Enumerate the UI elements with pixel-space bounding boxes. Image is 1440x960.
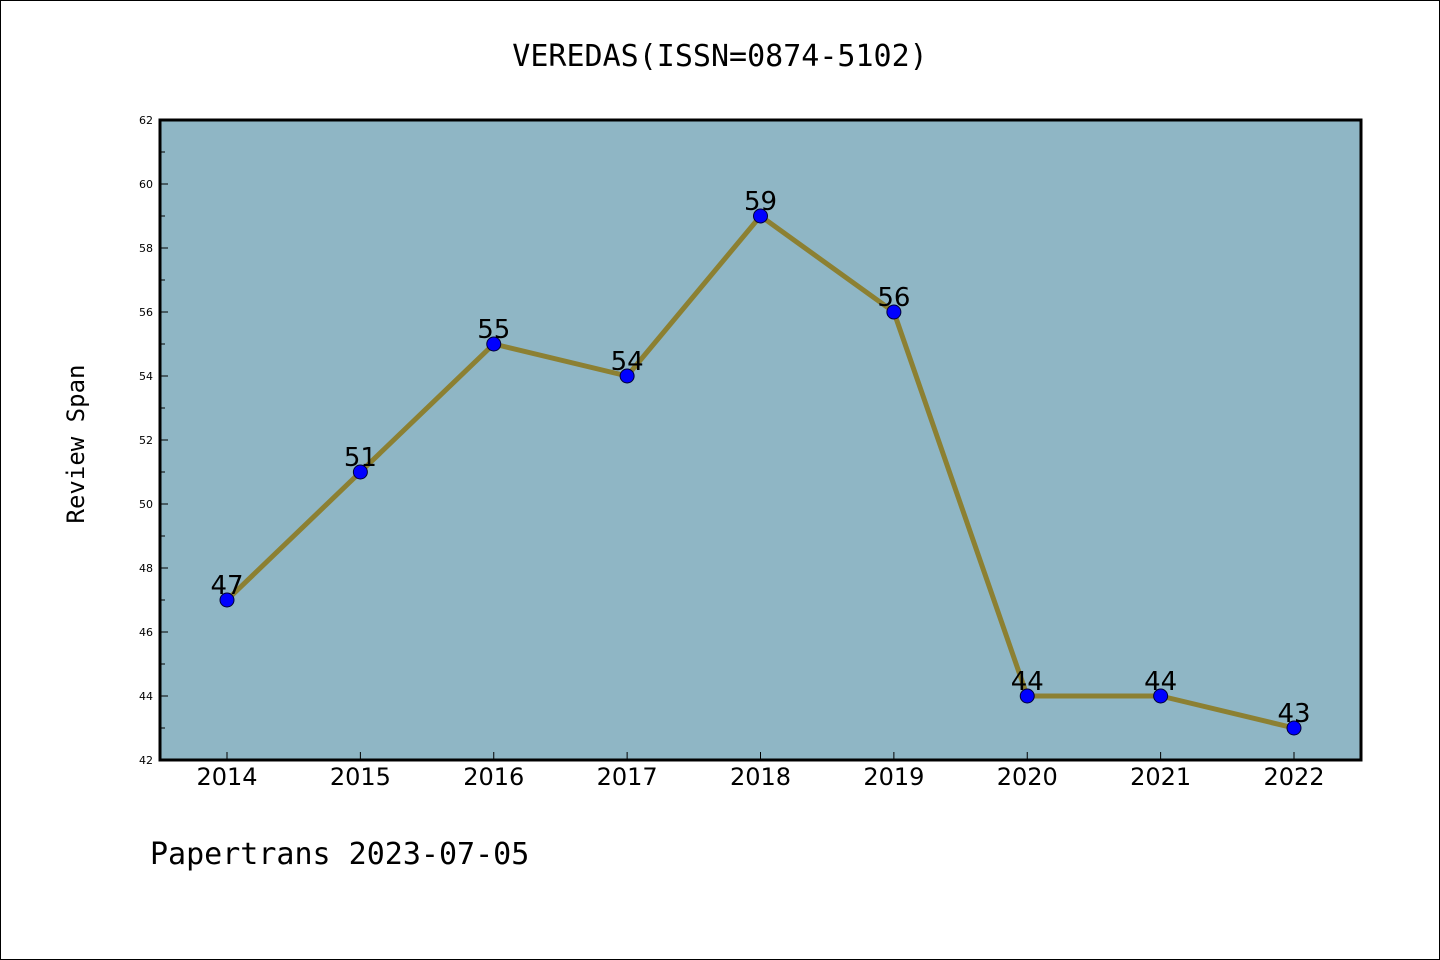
x-tick-label: 2019 [863,763,924,791]
data-label: 47 [210,571,243,601]
chart-title: VEREDAS(ISSN=0874-5102) [512,39,927,74]
y-tick-label: 48 [139,562,153,575]
data-label: 44 [1011,667,1044,697]
x-tick-label: 2016 [463,763,524,791]
data-label: 59 [744,187,777,217]
data-labels: 47 51 55 54 59 56 44 44 43 [210,187,1310,729]
y-tick-label: 42 [139,754,153,767]
x-tick-label: 2015 [330,763,391,791]
data-label: 44 [1144,667,1177,697]
footer-watermark: Papertrans 2023-07-05 [150,837,529,872]
series-group [219,208,1302,736]
x-tick-label: 2021 [1130,763,1191,791]
y-tick-label: 50 [139,498,153,511]
data-label: 55 [477,315,510,345]
y-tick-label: 52 [139,434,153,447]
y-axis: 42 44 46 48 50 52 54 56 58 60 62 [139,114,168,767]
data-point [753,208,768,224]
x-tick-label: 2017 [597,763,658,791]
data-label: 54 [611,347,644,377]
y-tick-label: 56 [139,306,153,319]
y-tick-label: 54 [139,370,153,383]
y-tick-label: 62 [139,114,153,127]
y-tick-label: 58 [139,242,153,255]
plot-area [158,118,1363,762]
data-point [352,464,368,480]
data-label: 51 [344,443,377,473]
x-tick-label: 2018 [730,763,791,791]
data-point [1019,688,1035,704]
x-tick-label: 2022 [1263,763,1324,791]
x-axis: 2014 2015 2016 2017 2018 2019 2020 2021 2022 [196,752,1325,791]
data-label: 56 [877,283,910,313]
x-tick-label: 2014 [196,763,257,791]
y-tick-label: 46 [139,626,153,639]
data-label: 43 [1277,699,1310,729]
data-point [886,304,902,320]
data-point [619,368,635,384]
y-tick-label: 60 [139,178,153,191]
data-point [1286,720,1302,736]
y-axis-label: Review Span [62,365,90,524]
data-point [1153,688,1169,704]
y-tick-label: 44 [139,690,153,703]
data-point [219,592,235,608]
data-point [486,336,502,352]
x-tick-label: 2020 [997,763,1058,791]
